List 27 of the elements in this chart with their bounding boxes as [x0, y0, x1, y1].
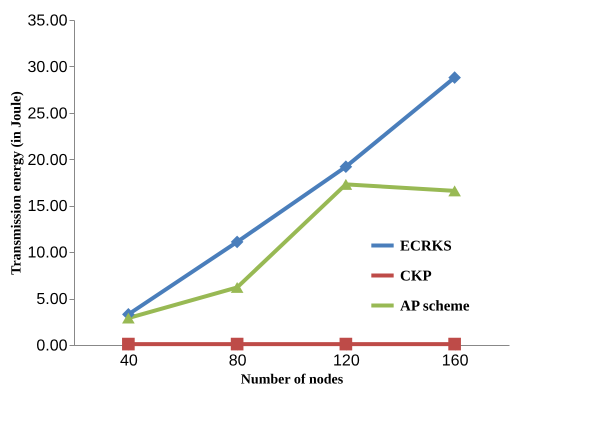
- y-tick-label: 25.00: [27, 105, 68, 122]
- point: [340, 338, 352, 350]
- point: [340, 160, 352, 174]
- point: [122, 338, 135, 350]
- y-tick-label: 30.00: [27, 58, 68, 76]
- point: [122, 312, 135, 324]
- y-tick-label: 5.00: [36, 291, 68, 308]
- x-tick-label: 120: [333, 352, 360, 370]
- x-tick-label: 160: [442, 352, 469, 370]
- point: [230, 338, 244, 350]
- legend-label: CKP: [400, 268, 432, 284]
- y-tick-label: 10.00: [27, 244, 68, 262]
- x-tick-label: 80: [228, 352, 247, 370]
- y-tick-label: 20.00: [27, 152, 68, 169]
- y-axis-title: Transmission energy (in Joule): [9, 90, 24, 275]
- legend-label: ECRKS: [400, 238, 452, 254]
- point: [448, 338, 461, 350]
- legend-label: AP scheme: [400, 298, 470, 314]
- x-axis-title: Number of nodes: [240, 372, 344, 388]
- y-tick-label: 0.00: [36, 338, 68, 354]
- point: [230, 282, 244, 293]
- x-tick-label: 40: [120, 352, 138, 370]
- y-tick-label: 35.00: [27, 12, 68, 30]
- y-tick-label: 15.00: [27, 198, 68, 216]
- point: [230, 236, 244, 248]
- point: [448, 185, 461, 196]
- point: [448, 71, 461, 84]
